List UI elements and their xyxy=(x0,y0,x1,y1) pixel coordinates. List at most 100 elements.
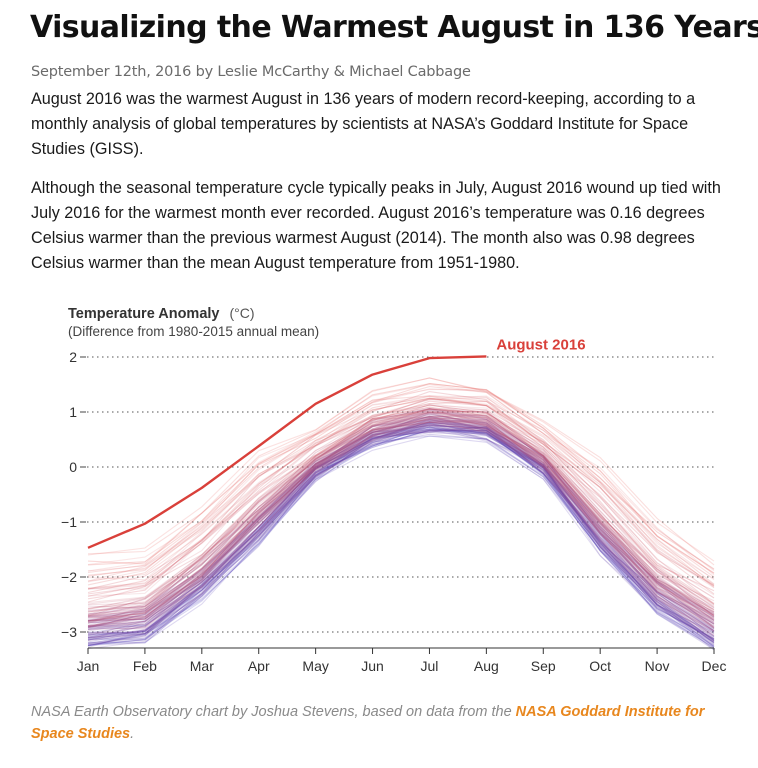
year-line xyxy=(87,422,715,624)
year-line xyxy=(87,428,715,643)
x-tick-label: Jul xyxy=(421,658,439,674)
year-line xyxy=(87,419,715,620)
year-line xyxy=(87,426,715,644)
year-line xyxy=(87,382,715,570)
year-line xyxy=(87,429,715,645)
year-line xyxy=(87,398,715,599)
highlight-series: August 2016 xyxy=(87,336,586,549)
year-line xyxy=(87,412,715,616)
year-line xyxy=(87,400,715,600)
year-line xyxy=(87,414,715,630)
year-line xyxy=(87,421,715,633)
year-line xyxy=(87,414,715,618)
year-line xyxy=(87,418,715,632)
year-line xyxy=(87,424,715,642)
y-tick-label: 1 xyxy=(69,404,77,420)
year-line xyxy=(87,426,715,646)
year-line xyxy=(87,419,715,629)
year-line xyxy=(87,426,715,651)
year-line xyxy=(87,411,715,617)
year-line xyxy=(87,421,715,622)
y-axis-sublabel: (Difference from 1980-2015 annual mean) xyxy=(68,324,319,339)
y-tick-label: −2 xyxy=(61,569,77,585)
year-line xyxy=(87,408,715,615)
year-line xyxy=(87,428,715,648)
year-line xyxy=(87,407,715,622)
year-line xyxy=(87,384,715,576)
year-line xyxy=(87,410,715,615)
giss-link[interactable]: NASA Goddard Institute for Space Studies xyxy=(31,704,705,742)
year-line xyxy=(87,416,715,623)
year-line xyxy=(88,435,715,647)
year-line xyxy=(87,411,715,624)
year-line xyxy=(87,407,715,617)
year-line xyxy=(87,417,715,630)
year-line xyxy=(87,419,715,624)
year-line xyxy=(87,411,715,620)
year-line xyxy=(87,428,715,638)
year-line xyxy=(87,433,715,645)
year-line xyxy=(87,377,715,562)
year-line xyxy=(87,422,715,641)
year-line xyxy=(87,428,715,647)
year-line xyxy=(87,416,715,622)
year-line xyxy=(87,417,715,628)
year-line xyxy=(87,413,715,625)
y-axis-label: Temperature Anomaly xyxy=(68,306,220,322)
year-line xyxy=(87,427,715,644)
year-line xyxy=(87,415,715,621)
year-line xyxy=(87,424,715,630)
y-tick-label: 0 xyxy=(69,459,77,475)
year-line xyxy=(87,416,715,622)
year-line xyxy=(87,397,715,588)
chart-axes: 2 1 0 −1 −2 −3 Jan Feb Mar Apr May Jun Jul Aug Sep Oct N… xyxy=(61,349,726,674)
article-paragraph-2: Although the seasonal temperature cycle … xyxy=(31,179,721,272)
year-line xyxy=(87,431,715,640)
year-line xyxy=(87,408,715,613)
year-line xyxy=(87,425,715,636)
year-line xyxy=(87,395,715,581)
year-line xyxy=(87,424,715,647)
year-line xyxy=(87,435,715,643)
year-line xyxy=(87,403,715,610)
year-line xyxy=(87,388,715,572)
year-line xyxy=(87,429,715,649)
year-line xyxy=(87,425,715,641)
chart-caption: NASA Earth Observatory chart by Joshua S… xyxy=(31,701,731,745)
year-line xyxy=(87,413,715,619)
year-line xyxy=(87,408,715,610)
year-line xyxy=(87,413,715,611)
year-line xyxy=(87,418,715,627)
year-line xyxy=(87,408,715,616)
y-axis-unit: (°C) xyxy=(230,305,255,321)
year-line xyxy=(87,415,715,618)
year-line xyxy=(87,397,715,587)
year-line xyxy=(87,429,715,650)
temperature-anomaly-chart: 2 1 0 −1 −2 −3 Jan Feb Mar Apr May Jun Jul Aug Sep Oct N… xyxy=(61,305,726,674)
year-line xyxy=(87,426,715,647)
year-lines xyxy=(87,377,715,651)
year-line xyxy=(87,421,715,627)
year-line xyxy=(87,426,715,646)
highlight-label: August 2016 xyxy=(496,336,585,353)
year-line xyxy=(87,429,715,643)
year-line xyxy=(87,407,715,618)
year-line xyxy=(87,407,715,618)
y-tick-label: 2 xyxy=(69,349,77,365)
year-line xyxy=(87,408,715,616)
year-line xyxy=(87,404,715,605)
x-tick-label: Aug xyxy=(474,658,499,674)
year-line xyxy=(87,417,715,628)
year-line xyxy=(87,422,715,634)
year-line xyxy=(87,397,715,586)
year-line xyxy=(87,422,715,649)
x-tick-label: Sep xyxy=(531,658,556,674)
year-line xyxy=(87,425,715,637)
year-line xyxy=(87,422,715,641)
year-line xyxy=(87,404,715,608)
year-line xyxy=(87,418,715,625)
year-line xyxy=(87,429,715,639)
year-line xyxy=(87,386,715,578)
year-line xyxy=(87,395,715,574)
year-line xyxy=(87,431,715,644)
